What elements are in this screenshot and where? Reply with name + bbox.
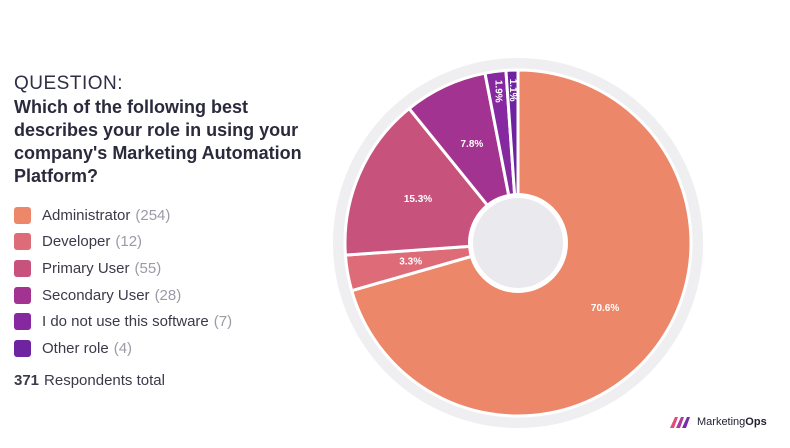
question-text: Which of the following best describes yo… <box>14 97 302 186</box>
slice-label: 15.3% <box>404 194 432 205</box>
legend-swatch <box>14 233 31 251</box>
legend-swatch <box>14 286 31 304</box>
question-label: QUESTION: <box>14 73 124 94</box>
legend-item-other-role: Other role (4) <box>14 335 232 362</box>
legend-label: Administrator <box>42 206 131 224</box>
legend-item-primary-user: Primary User (55) <box>14 255 232 282</box>
legend-count: (55) <box>134 259 162 277</box>
legend-item-developer: Developer (12) <box>14 229 232 256</box>
chart-slice-labels: 70.6% 3.3% 15.3% 7.8% 1.9% 1.1% <box>399 79 619 315</box>
marketingops-logo-text: MarketingOps <box>697 416 767 428</box>
marketingops-logo: MarketingOps <box>662 407 774 437</box>
legend-count: (7) <box>213 313 233 331</box>
legend-count: (254) <box>135 206 171 224</box>
respondents-count: 371 <box>14 372 40 389</box>
slice-label: 7.8% <box>461 139 484 150</box>
legend-count: (12) <box>115 233 143 251</box>
respondents-label: Respondents total <box>44 372 165 389</box>
legend-item-administrator: Administrator (254) <box>14 202 232 229</box>
marketingops-logo-icon <box>670 417 690 428</box>
legend-label: Primary User <box>42 259 130 277</box>
legend-count: (28) <box>154 286 182 304</box>
legend-swatch <box>14 313 31 331</box>
legend-item-no-use: I do not use this software (7) <box>14 308 232 335</box>
legend-label: Developer <box>42 233 111 251</box>
legend-item-secondary-user: Secondary User (28) <box>14 282 232 309</box>
respondents-total: 371 Respondents total <box>14 372 165 389</box>
legend-label: Other role <box>42 339 109 357</box>
legend-label: I do not use this software <box>42 313 209 331</box>
slice-label: 3.3% <box>399 257 422 268</box>
legend-swatch <box>14 339 31 357</box>
chart-center-hole <box>473 198 563 288</box>
legend: Administrator (254) Developer (12) Prima… <box>14 202 232 362</box>
slice-label: 1.9% <box>492 80 503 103</box>
legend-label: Secondary User <box>42 286 150 304</box>
legend-swatch <box>14 206 31 224</box>
legend-swatch <box>14 259 31 277</box>
slice-label: 1.1% <box>507 79 518 102</box>
slice-label: 70.6% <box>591 303 619 314</box>
legend-count: (4) <box>113 339 133 357</box>
donut-chart: 70.6% 3.3% 15.3% 7.8% 1.9% 1.1% <box>333 58 703 428</box>
